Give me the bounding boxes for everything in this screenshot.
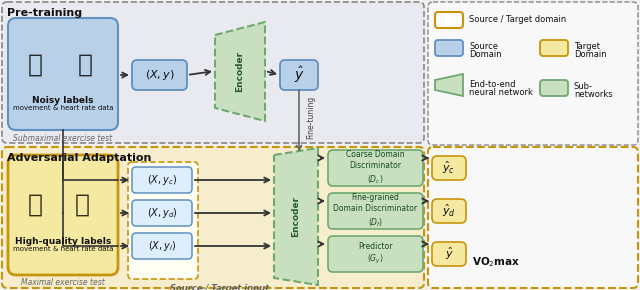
Text: 🏃: 🏃 bbox=[28, 193, 42, 217]
Polygon shape bbox=[215, 22, 265, 121]
FancyBboxPatch shape bbox=[2, 2, 424, 143]
Text: Fine-tuning: Fine-tuning bbox=[306, 95, 315, 139]
Text: Domain: Domain bbox=[469, 50, 502, 59]
Text: $(X, y_l)$: $(X, y_l)$ bbox=[148, 239, 176, 253]
FancyBboxPatch shape bbox=[428, 2, 638, 145]
Text: Submaximal exercise test: Submaximal exercise test bbox=[13, 134, 113, 143]
Polygon shape bbox=[274, 148, 318, 285]
FancyBboxPatch shape bbox=[435, 12, 463, 28]
Text: Source / Target domain: Source / Target domain bbox=[469, 15, 566, 24]
Text: High-quality labels: High-quality labels bbox=[15, 237, 111, 246]
FancyBboxPatch shape bbox=[540, 40, 568, 56]
FancyBboxPatch shape bbox=[540, 80, 568, 96]
Text: $\hat{y}$: $\hat{y}$ bbox=[445, 246, 454, 262]
FancyBboxPatch shape bbox=[432, 199, 466, 223]
Text: Coarse Domain
Discriminator
$(D_c)$: Coarse Domain Discriminator $(D_c)$ bbox=[346, 150, 405, 186]
FancyBboxPatch shape bbox=[132, 60, 187, 90]
Text: Pre-training: Pre-training bbox=[7, 8, 82, 18]
Text: Noisy labels: Noisy labels bbox=[32, 96, 93, 105]
Text: End-to-end: End-to-end bbox=[469, 80, 515, 89]
FancyBboxPatch shape bbox=[8, 155, 118, 275]
Text: neural network: neural network bbox=[469, 88, 533, 97]
FancyBboxPatch shape bbox=[432, 242, 466, 266]
FancyBboxPatch shape bbox=[132, 200, 192, 226]
Text: $(X, y_d)$: $(X, y_d)$ bbox=[147, 206, 177, 220]
Text: movement & heart rate data: movement & heart rate data bbox=[13, 246, 113, 252]
FancyBboxPatch shape bbox=[328, 150, 423, 186]
Text: Maximal exercise test: Maximal exercise test bbox=[21, 278, 105, 287]
Text: 🚴: 🚴 bbox=[77, 53, 93, 77]
FancyBboxPatch shape bbox=[8, 18, 118, 130]
Text: Adversarial Adaptation: Adversarial Adaptation bbox=[7, 153, 152, 163]
Text: Target: Target bbox=[574, 42, 600, 51]
Text: Domain: Domain bbox=[574, 50, 607, 59]
Text: Source / Target input: Source / Target input bbox=[170, 284, 269, 290]
Text: networks: networks bbox=[574, 90, 612, 99]
Text: $(X, y_c)$: $(X, y_c)$ bbox=[147, 173, 177, 187]
Text: 👤: 👤 bbox=[28, 53, 42, 77]
Text: Encoder: Encoder bbox=[236, 50, 244, 92]
Text: Source: Source bbox=[469, 42, 498, 51]
Text: $\hat{y}_d$: $\hat{y}_d$ bbox=[442, 203, 456, 219]
Text: Sub-: Sub- bbox=[574, 82, 593, 91]
Text: Predictor
$(G_y)$: Predictor $(G_y)$ bbox=[358, 242, 393, 266]
Text: $\hat{y}_c$: $\hat{y}_c$ bbox=[442, 160, 456, 176]
FancyBboxPatch shape bbox=[428, 147, 638, 288]
FancyBboxPatch shape bbox=[328, 236, 423, 272]
Text: VO$_2$max: VO$_2$max bbox=[472, 255, 520, 269]
FancyBboxPatch shape bbox=[435, 40, 463, 56]
Polygon shape bbox=[435, 74, 463, 96]
Text: 🤸: 🤸 bbox=[74, 193, 90, 217]
Text: $\hat{y}$: $\hat{y}$ bbox=[294, 65, 305, 85]
Text: movement & heart rate data: movement & heart rate data bbox=[13, 105, 113, 111]
FancyBboxPatch shape bbox=[132, 167, 192, 193]
FancyBboxPatch shape bbox=[432, 156, 466, 180]
FancyBboxPatch shape bbox=[128, 162, 198, 279]
FancyBboxPatch shape bbox=[2, 147, 424, 288]
Text: $(X, y)$: $(X, y)$ bbox=[145, 68, 174, 82]
Text: Encoder: Encoder bbox=[291, 195, 301, 237]
FancyBboxPatch shape bbox=[132, 233, 192, 259]
FancyBboxPatch shape bbox=[280, 60, 318, 90]
FancyBboxPatch shape bbox=[328, 193, 423, 229]
Text: Fine-grained
Domain Discriminator
$(D_f)$: Fine-grained Domain Discriminator $(D_f)… bbox=[333, 193, 417, 229]
